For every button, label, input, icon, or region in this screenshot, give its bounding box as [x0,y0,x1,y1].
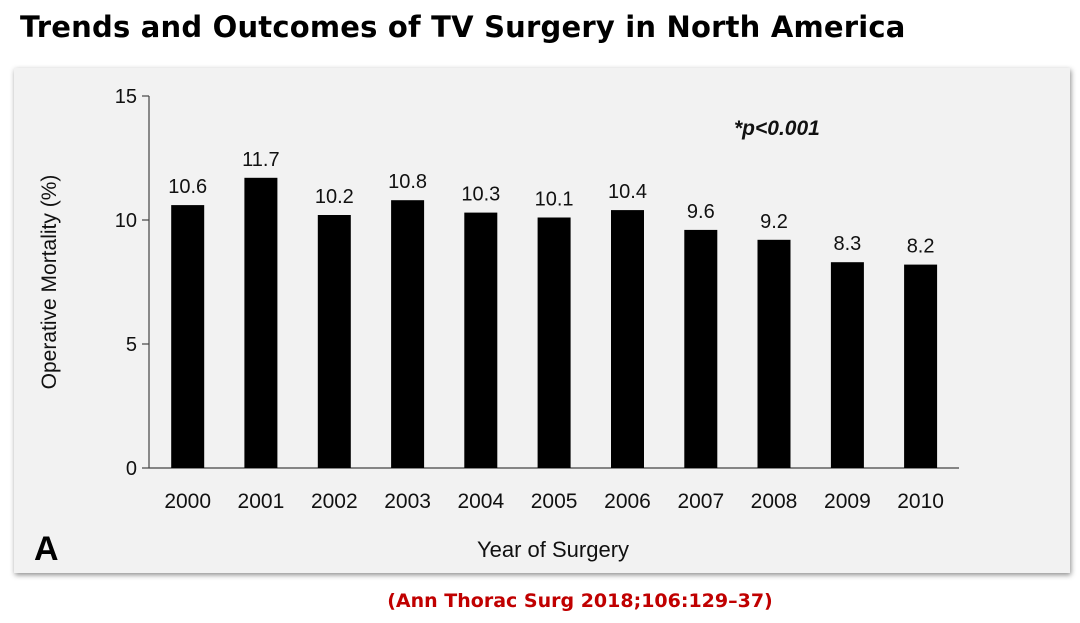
x-tick-label: 2004 [457,490,504,513]
x-tick-label: 2003 [384,490,431,513]
chart-panel: 0 5 10 15 10.6 2000 11.7 2001 10.2 2002 10.8 2003 10… [14,68,1070,573]
bar [171,205,205,468]
data-label: 9.6 [687,201,715,223]
x-tick-label: 2002 [311,490,358,513]
bar [830,262,864,468]
page-title: Trends and Outcomes of TV Surgery in Nor… [20,10,906,44]
x-tick-label: 2009 [824,490,871,513]
data-label: 8.3 [833,233,861,255]
bar-chart: 0 5 10 15 10.6 2000 11.7 2001 10.2 2002 10.8 2003 10… [34,86,959,568]
y-axis-label: Operative Mortality (%) [38,175,61,390]
x-tick-label: 2001 [238,490,285,513]
bar [904,264,938,468]
bar [684,229,718,468]
data-label: 10.3 [461,184,500,206]
y-tick-label: 0 [126,458,137,480]
data-label: 9.2 [760,211,788,233]
y-tick-label: 15 [115,86,137,108]
data-label: 11.7 [242,149,279,171]
bar [611,210,644,468]
annotation-text: *p<0.001 [734,117,820,140]
x-tick-label: 2007 [677,490,724,513]
x-tick-label: 2006 [604,490,651,513]
bar [464,212,498,468]
x-tick-label: 2010 [897,490,944,513]
citation: (Ann Thorac Surg 2018;106:129–37) [387,590,773,612]
data-label: 8.2 [907,236,935,258]
x-axis-label: Year of Surgery [477,537,629,562]
x-tick-label: 2000 [164,490,211,513]
x-tick-label: 2005 [531,490,578,513]
y-tick-label: 10 [115,210,137,232]
data-label: 10.2 [315,186,354,208]
data-label: 10.1 [535,189,574,211]
bar [391,200,425,468]
bar [537,217,571,468]
data-label: 10.6 [168,176,207,198]
panel-label: A [34,530,59,568]
x-tick-label: 2008 [751,490,798,513]
data-label: 10.4 [608,181,647,203]
bar [757,239,791,468]
data-label: 10.8 [388,171,427,193]
bar [317,215,351,468]
bar [244,177,278,469]
y-tick-label: 5 [126,334,137,356]
